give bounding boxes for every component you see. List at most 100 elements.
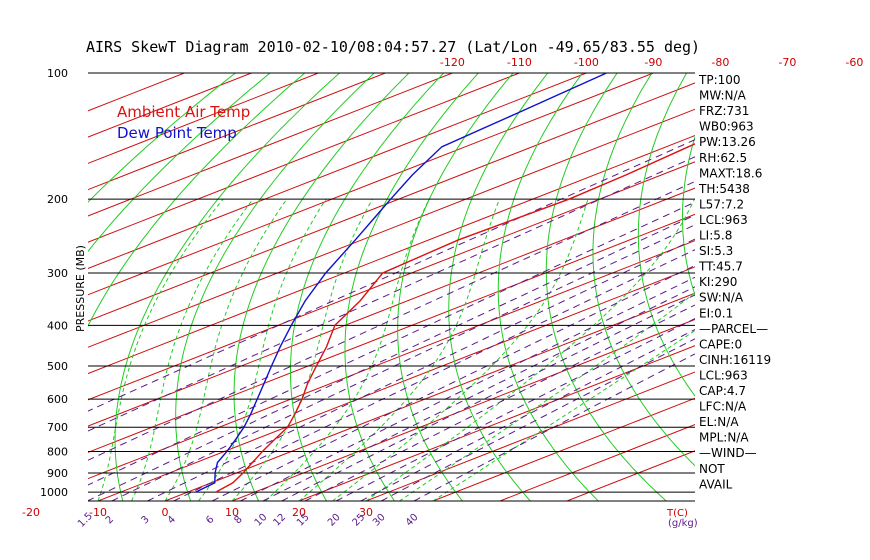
sounding-index: —PARCEL—: [699, 322, 768, 336]
dry-adiabat-line: [88, 73, 306, 328]
dry-adiabat-line: [88, 73, 271, 253]
sounding-index: TT:45.7: [698, 260, 743, 274]
mixing-ratio-label: 2: [104, 514, 116, 526]
mixing-ratio-line: [88, 214, 695, 501]
diagram-grid: [88, 73, 870, 501]
moist-adiabat-line: [332, 199, 589, 501]
series-line-ambient-air-temp: [215, 143, 695, 493]
mixing-ratio-label: 3: [139, 514, 151, 526]
top-temp-tick-label: -70: [778, 56, 796, 69]
sounding-index: LFC:N/A: [699, 400, 747, 414]
sounding-index: LCL:963: [699, 368, 748, 382]
top-temp-tick-label: -120: [440, 56, 465, 69]
pressure-tick-label: 700: [47, 421, 68, 434]
isotherm-line: [88, 73, 654, 296]
sounding-index: L57:7.2: [699, 197, 744, 211]
pressure-tick-label: 500: [47, 360, 68, 373]
dry-adiabat-line: [448, 73, 549, 501]
sounding-index: RH:62.5: [699, 151, 747, 165]
isotherm-line: [88, 73, 587, 269]
isotherm-line: [499, 423, 695, 501]
dry-adiabat-line: [848, 73, 870, 501]
sounding-index: EL:N/A: [699, 415, 739, 429]
dry-adiabat-line: [592, 73, 695, 467]
sounding-index: SI:5.3: [699, 244, 733, 258]
pressure-tick-label: 900: [47, 467, 68, 480]
isotherm-line: [88, 161, 695, 401]
sounding-index: MPL:N/A: [699, 431, 749, 445]
mixing-ratio-line: [147, 238, 695, 501]
mixing-ratio-line: [335, 318, 695, 501]
sounding-index: KI:290: [699, 275, 737, 289]
mixing-ratio-line: [281, 294, 695, 501]
dry-adiabat-line: [397, 73, 514, 501]
mixing-ratio-line: [360, 328, 695, 501]
moist-adiabat-line: [365, 198, 695, 501]
bottom-temp-tick-label: 20: [292, 506, 306, 519]
dry-adiabat-line: [767, 73, 870, 501]
bottom-temp-tick-label: -20: [22, 506, 40, 519]
mixing-ratio-line: [88, 201, 695, 486]
bottom-temp-tick-label: 0: [162, 506, 169, 519]
sounding-index: LCL:963: [699, 213, 748, 227]
bottom-temp-tick-label: 10: [225, 506, 239, 519]
mixing-ratio-line: [88, 156, 695, 432]
top-temp-tick-label: -110: [507, 56, 532, 69]
moist-adiabat-line: [164, 198, 288, 501]
bottom-temp-tick-label: -10: [89, 506, 107, 519]
chart-title: AIRS SkewT Diagram 2010-02-10/08:04:57.2…: [86, 38, 700, 56]
top-temp-tick-label: -60: [845, 56, 863, 69]
isotherm-line: [88, 108, 695, 348]
y-axis-label: PRESSURE (MB): [74, 245, 87, 332]
isotherm-line: [88, 240, 695, 480]
dry-adiabat-line: [681, 135, 695, 297]
isotherm-line: [365, 371, 695, 501]
series-line-dew-point-temp: [195, 73, 607, 493]
sounding-index: MAXT:18.6: [699, 166, 762, 180]
isotherm-line: [432, 397, 695, 501]
mixing-ratio-line: [111, 224, 695, 501]
mixing-ratio-label: 10: [253, 512, 270, 529]
sounding-index: LI:5.8: [699, 229, 732, 243]
top-temp-tick-label: -80: [711, 56, 729, 69]
mixing-ratio-label: 12: [272, 512, 289, 529]
sounding-index: TP:100: [698, 73, 741, 87]
mixing-ratio-line: [240, 276, 695, 501]
moist-adiabat-line: [432, 329, 695, 501]
legend-entry: Dew Point Temp: [117, 124, 237, 142]
dry-adiabat-line: [290, 73, 444, 501]
dry-adiabat-line: [175, 73, 375, 501]
dry-adiabat-line: [344, 73, 479, 501]
isotherm-line: [231, 318, 695, 501]
mixing-ratio-label: 30: [371, 512, 388, 529]
temperature-unit-label: T(C): [666, 508, 688, 519]
sounding-index: MW:N/A: [699, 89, 747, 103]
mixing-ratio-line: [304, 304, 695, 501]
mixing-ratio-label: 20: [326, 512, 343, 529]
sounding-index: NOT: [699, 462, 725, 476]
sounding-index: CAPE:0: [699, 337, 742, 351]
dry-adiabat-line: [808, 73, 870, 501]
isotherm-line: [88, 73, 319, 164]
mixing-ratio-line: [413, 353, 695, 501]
sounding-index: WB0:963: [699, 120, 754, 134]
sounding-index: SW:N/A: [699, 291, 744, 305]
bottom-temp-tick-label: 30: [359, 506, 373, 519]
isotherm-line: [88, 134, 695, 375]
pressure-tick-labels: 100 200 300 400 500 600 700 800 900 1000: [40, 67, 68, 499]
isotherm-line: [298, 345, 695, 501]
mixing-ratio-label: 4: [166, 514, 178, 526]
isotherm-line: [88, 187, 695, 427]
mixing-ratio-line: [211, 264, 695, 501]
mixing-ratio-label: 6: [204, 514, 216, 526]
mixing-ratio-label: 8: [232, 514, 244, 526]
moist-adiabat-line: [298, 199, 500, 501]
sounding-index: PW:13.26: [699, 135, 756, 149]
pressure-tick-label: 800: [47, 446, 68, 459]
mixing-ratio-label: 40: [404, 512, 421, 529]
sounding-index: —WIND—: [699, 446, 757, 460]
mixing-ratio-line: [380, 338, 695, 501]
pressure-tick-label: 300: [47, 267, 68, 280]
